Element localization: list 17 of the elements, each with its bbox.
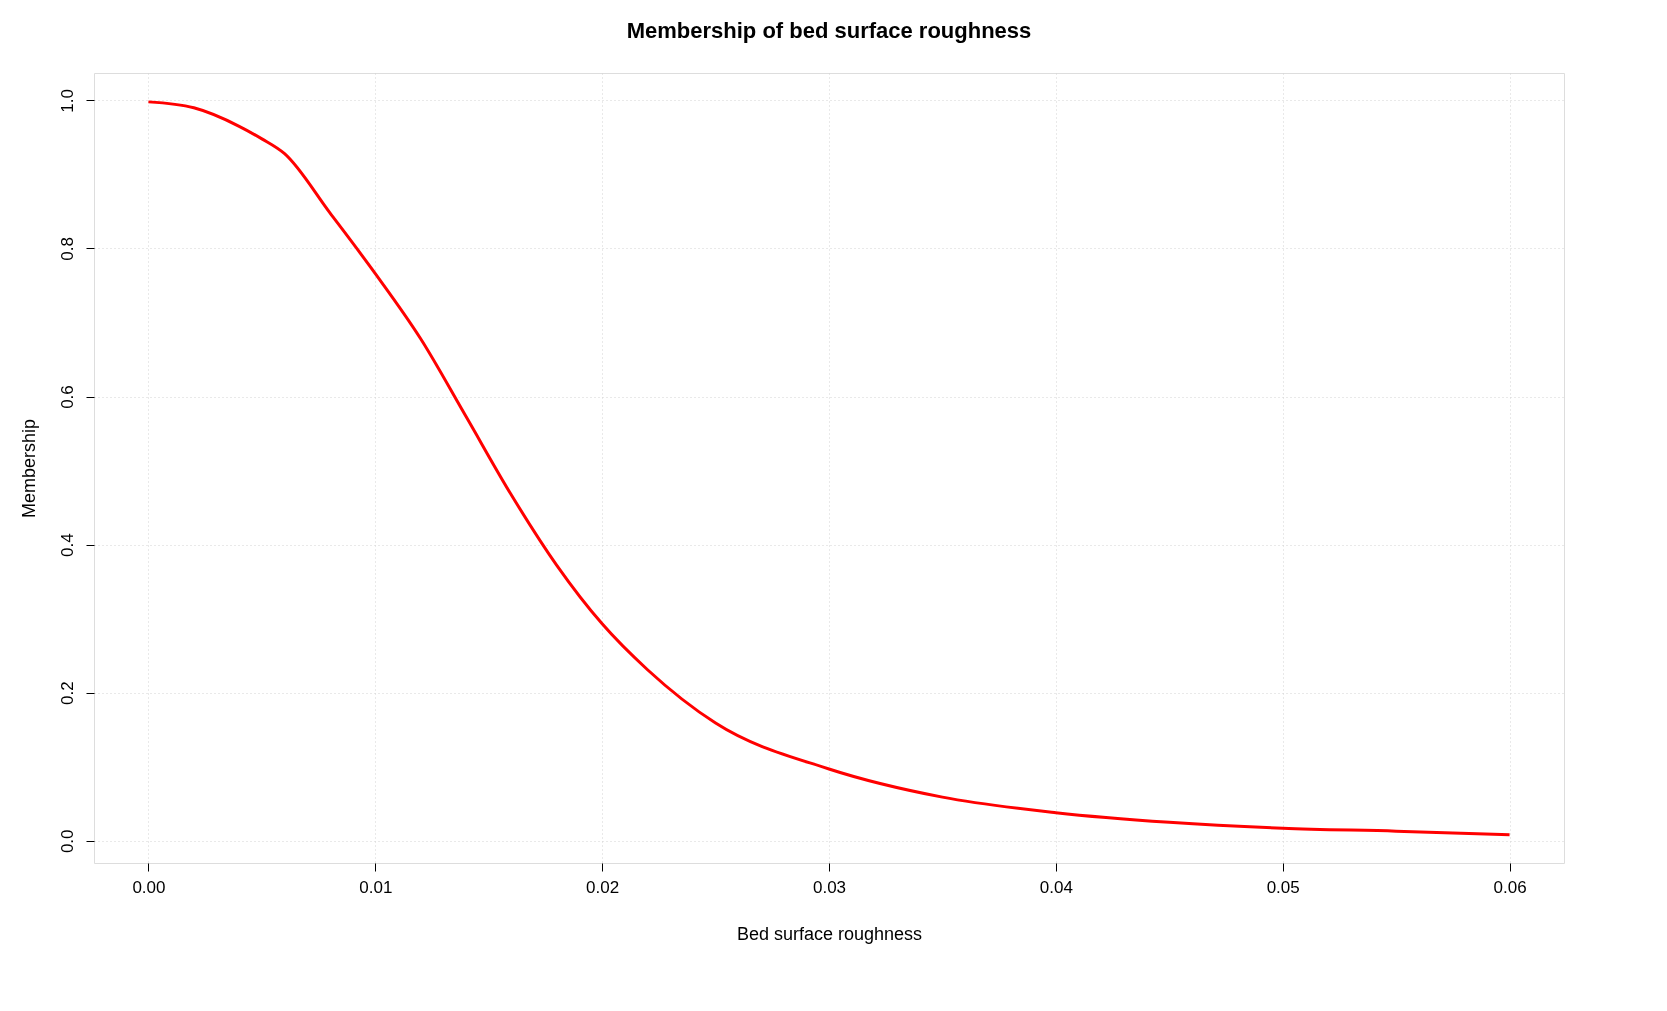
chart-title: Membership of bed surface roughness [626,18,1032,43]
line-series [146,100,1512,837]
x-tick-label: 0.06 [1493,877,1527,897]
y-tick-label: 0.6 [57,385,77,409]
x-tick-label: 0.05 [1266,877,1300,897]
y-axis-title: Membership [18,418,39,519]
y-tick-label: 1.0 [57,89,77,113]
x-tick-label: 0.03 [812,877,847,897]
x-axis-title: Bed surface roughness [736,923,923,944]
y-tick-label: 0.8 [57,237,77,261]
x-tick-label: 0.02 [586,877,620,897]
y-tick-label: 0.2 [57,681,77,706]
x-tick-label: 0.04 [1039,877,1073,897]
x-tick-label: 0.01 [359,877,393,897]
x-tick-label: 0.00 [132,877,166,897]
y-tick-label: 0.4 [57,533,77,557]
y-tick-label: 0.0 [57,829,77,854]
